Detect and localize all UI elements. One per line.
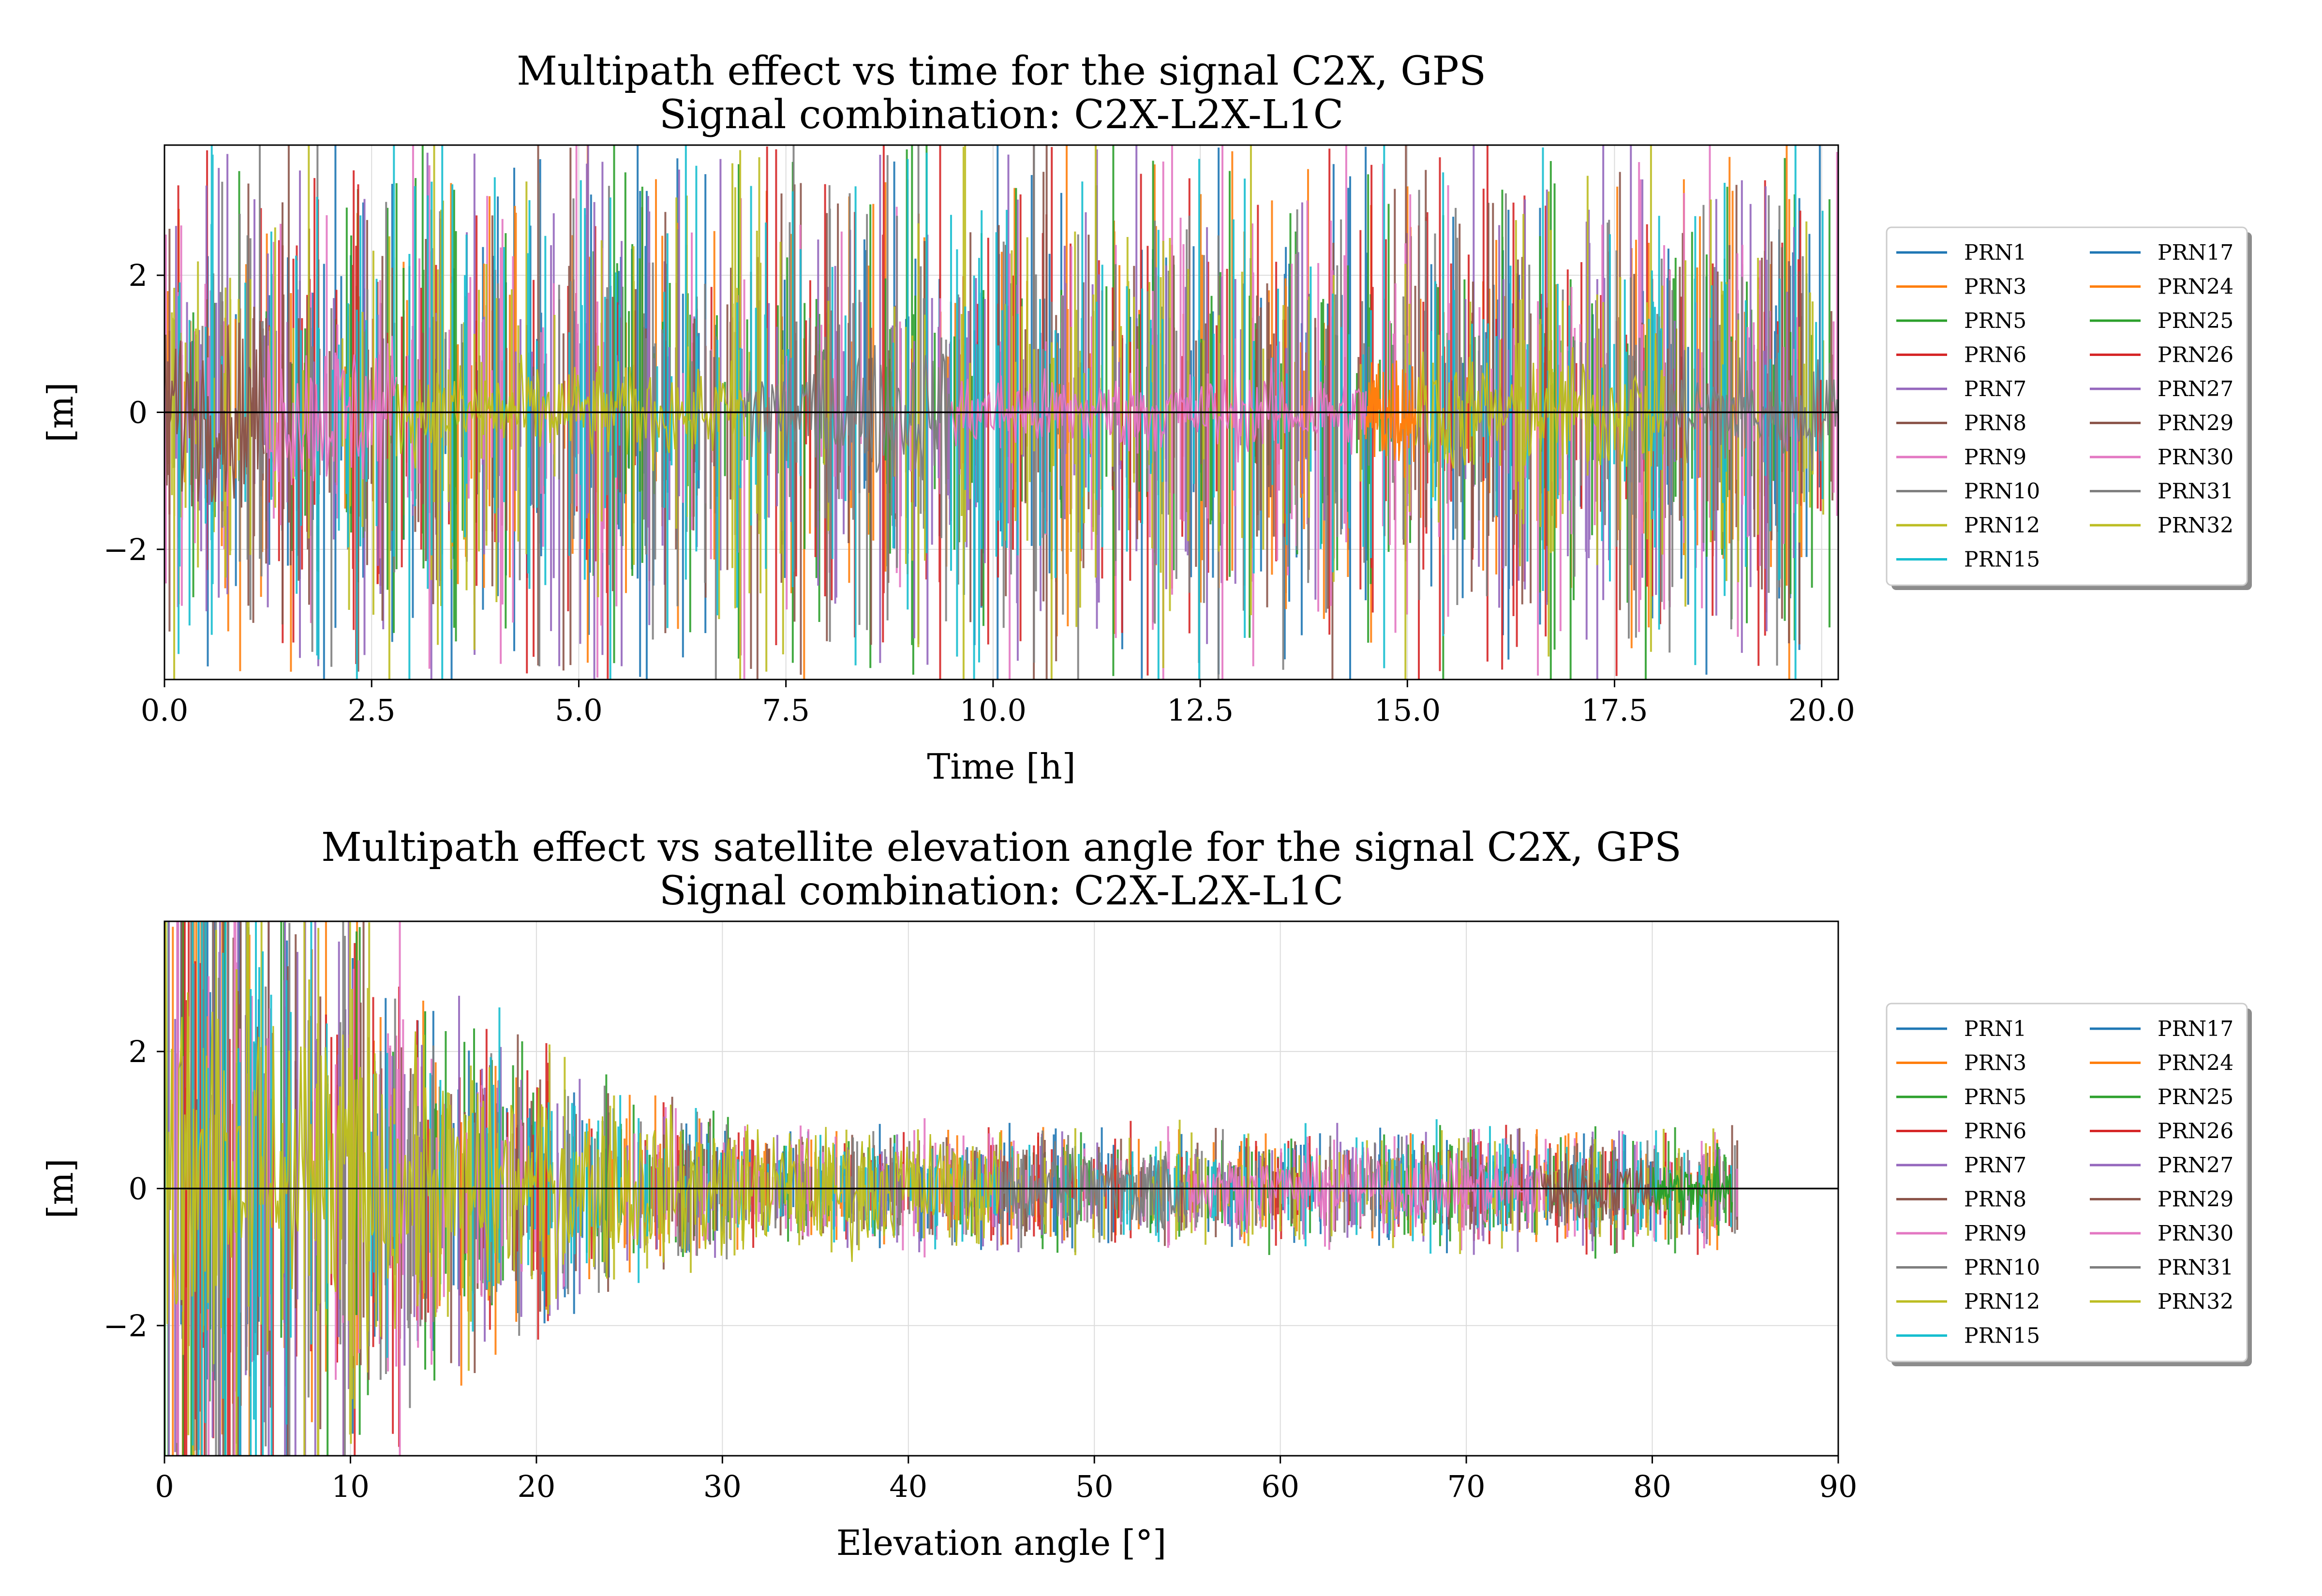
legend-entry: PRN10 xyxy=(1964,479,2040,504)
x-tick-label: 15.0 xyxy=(1374,693,1441,728)
legend-entry: PRN15 xyxy=(1964,547,2040,572)
x-tick-label: 17.5 xyxy=(1581,693,1648,728)
legend-entry: PRN29 xyxy=(2158,1187,2233,1212)
legend-entry: PRN1 xyxy=(1964,240,2026,265)
legend-entry: PRN30 xyxy=(2158,445,2233,470)
chart-title: Multipath effect vs satellite elevation … xyxy=(321,825,1682,871)
y-tick-label: −2 xyxy=(104,532,148,567)
legend-entry: PRN31 xyxy=(2158,479,2233,504)
legend-entry: PRN12 xyxy=(1964,1289,2040,1314)
legend-entry: PRN3 xyxy=(1964,1051,2026,1076)
x-tick-label: 90 xyxy=(1819,1469,1858,1504)
legend-entry: PRN24 xyxy=(2158,275,2233,299)
x-tick-label: 40 xyxy=(889,1469,927,1504)
legend-entry: PRN3 xyxy=(1964,275,2026,299)
legend-entry: PRN9 xyxy=(1964,445,2026,470)
chart-subtitle: Signal combination: C2X-L2X-L1C xyxy=(659,868,1344,914)
legend-entry: PRN8 xyxy=(1964,411,2026,436)
x-tick-label: 12.5 xyxy=(1167,693,1234,728)
legend-entry: PRN26 xyxy=(2158,343,2233,368)
x-tick-label: 2.5 xyxy=(348,693,396,728)
legend-entry: PRN17 xyxy=(2158,240,2233,265)
series-line-prn10 xyxy=(744,318,953,503)
legend-entry: PRN8 xyxy=(1964,1187,2026,1212)
series-line-prn32 xyxy=(1414,333,1665,469)
legend-entry: PRN25 xyxy=(2158,309,2233,333)
legend-entry: PRN5 xyxy=(1964,309,2026,333)
legend-entry: PRN24 xyxy=(2158,1051,2233,1076)
y-tick-label: 0 xyxy=(129,395,148,430)
legend-entry: PRN9 xyxy=(1964,1221,2026,1246)
series-line-prn25 xyxy=(1652,1156,1733,1226)
x-tick-label: 30 xyxy=(703,1469,742,1504)
legend-entry: PRN27 xyxy=(2158,377,2233,401)
chart-1: Multipath effect vs time for the signal … xyxy=(40,48,2252,787)
legend-entry: PRN7 xyxy=(1964,1153,2026,1178)
series-line-prn12 xyxy=(396,346,745,471)
series-line-prn31 xyxy=(1663,350,1838,471)
series-line-prn8 xyxy=(164,321,265,508)
legend-entry: PRN6 xyxy=(1964,343,2026,368)
x-tick-label: 10 xyxy=(331,1469,370,1504)
legend-entry: PRN5 xyxy=(1964,1085,2026,1109)
x-tick-label: 20 xyxy=(517,1469,555,1504)
legend-entry: PRN15 xyxy=(1964,1324,2040,1348)
legend-entry: PRN32 xyxy=(2158,1289,2233,1314)
x-tick-label: 0 xyxy=(155,1469,174,1504)
legend-box xyxy=(1886,1003,2248,1362)
series-line-prn10 xyxy=(1000,1141,1188,1233)
x-tick-label: 80 xyxy=(1633,1469,1671,1504)
legend-entry: PRN1 xyxy=(1964,1017,2026,1041)
x-axis-label: Time [h] xyxy=(927,746,1075,787)
legend-entry: PRN7 xyxy=(1964,377,2026,401)
y-axis-label: [m] xyxy=(40,382,81,442)
legend-entry: PRN6 xyxy=(1964,1119,2026,1144)
legend-entry: PRN26 xyxy=(2158,1119,2233,1144)
y-tick-label: 2 xyxy=(129,258,148,293)
chart-subtitle: Signal combination: C2X-L2X-L1C xyxy=(659,92,1344,138)
y-axis-label: [m] xyxy=(40,1158,81,1218)
legend: PRN1 PRN3 PRN5 PRN6 PRN7 PRN8 PRN9 PRN10 PRN12 PR… xyxy=(1886,226,2252,590)
legend: PRN1 PRN3 PRN5 PRN6 PRN7 PRN8 PRN9 PRN10 PRN12 PR… xyxy=(1886,1003,2252,1366)
chart-2: Multipath effect vs satellite elevation … xyxy=(40,825,2252,1563)
legend-entry: PRN12 xyxy=(1964,513,2040,538)
series-line-prn12 xyxy=(164,921,1002,1373)
legend-box xyxy=(1886,226,2248,586)
x-tick-label: 5.0 xyxy=(555,693,603,728)
x-tick-label: 50 xyxy=(1075,1469,1114,1504)
chart-title: Multipath effect vs time for the signal … xyxy=(517,48,1486,94)
x-axis-label: Elevation angle [°] xyxy=(836,1522,1166,1563)
legend-entry: PRN31 xyxy=(2158,1256,2233,1280)
x-tick-label: 70 xyxy=(1447,1469,1486,1504)
y-tick-label: −2 xyxy=(104,1308,148,1344)
legend-entry: PRN30 xyxy=(2158,1221,2233,1246)
legend-entry: PRN32 xyxy=(2158,513,2233,538)
series-line-prn30 xyxy=(1186,1143,1542,1234)
legend-entry: PRN17 xyxy=(2158,1017,2233,1041)
legend-entry: PRN27 xyxy=(2158,1153,2233,1178)
x-tick-label: 60 xyxy=(1261,1469,1299,1504)
series-line-prn24 xyxy=(1365,360,1416,478)
y-tick-label: 0 xyxy=(129,1171,148,1207)
y-tick-label: 2 xyxy=(129,1034,148,1069)
x-tick-label: 7.5 xyxy=(762,693,810,728)
legend-entry: PRN25 xyxy=(2158,1085,2233,1109)
legend-entry: PRN29 xyxy=(2158,411,2233,436)
x-tick-label: 10.0 xyxy=(960,693,1027,728)
legend-entry: PRN10 xyxy=(1964,1256,2040,1280)
x-tick-label: 20.0 xyxy=(1788,693,1855,728)
x-tick-label: 0.0 xyxy=(141,693,189,728)
series-line-prn9 xyxy=(263,336,398,492)
